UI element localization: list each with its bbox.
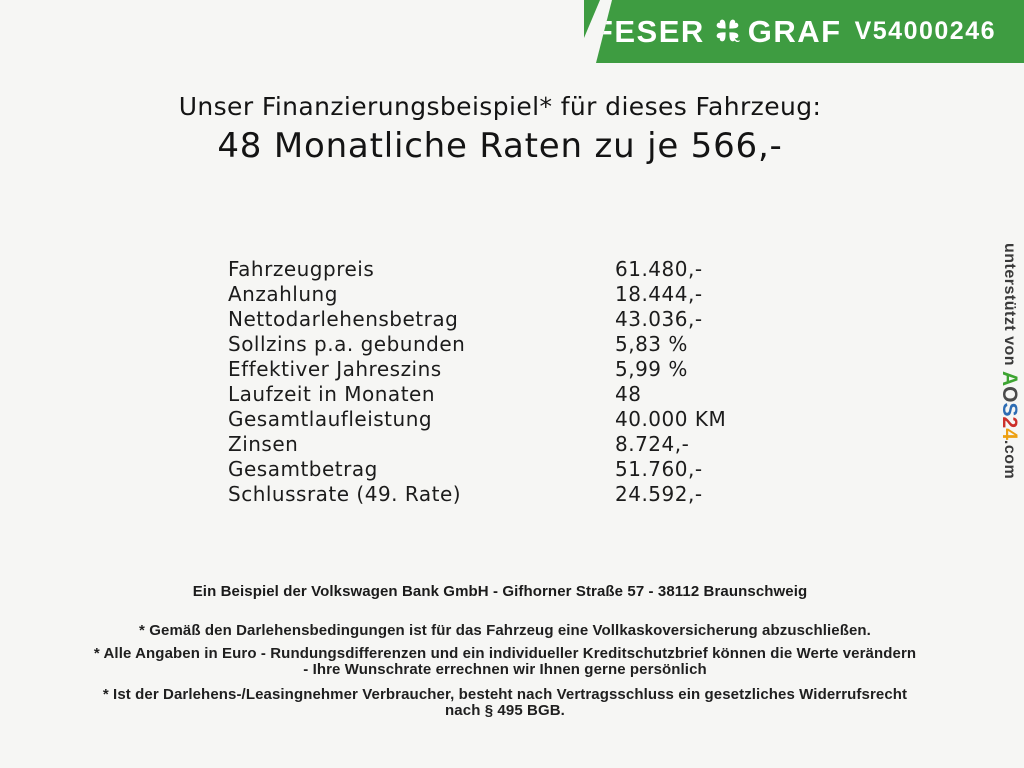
table-row-label: Fahrzeugpreis: [228, 257, 375, 281]
disclaimer-line: * Alle Angaben in Euro - Rundungsdiffere…: [93, 645, 917, 662]
table-row-value: 48: [615, 382, 642, 406]
disclaimer-line: - Ihre Wunschrate errechnen wir Ihnen ge…: [303, 661, 707, 678]
clover-icon: [714, 17, 741, 44]
aos-letter: 4: [998, 428, 1021, 440]
table-row-value: 61.480,-: [615, 257, 703, 281]
monthly-rate-heading: 48 Monatliche Raten zu je 566,-: [217, 126, 783, 166]
table-row-label: Anzahlung: [228, 282, 338, 306]
table-row-label: Nettodarlehensbetrag: [228, 307, 459, 331]
table-row-label: Laufzeit in Monaten: [228, 382, 436, 406]
finance-table: Fahrzeugpreis 61.480,- Anzahlung 18.444,- …: [228, 257, 726, 507]
brand-feser: FESER: [593, 14, 705, 49]
table-row-label: Effektiver Jahreszins: [228, 357, 442, 381]
table-row-label: Gesamtbetrag: [228, 457, 378, 481]
credit-prefix: unterstützt von: [1001, 243, 1018, 371]
supported-by-credit: unterstützt von AOS24.com: [997, 243, 1021, 533]
aos-letter: O: [998, 386, 1021, 403]
disclaimer-line: * Ist der Darlehens-/Leasingnehmer Verbr…: [102, 686, 908, 703]
table-row-value: 40.000 KM: [615, 407, 727, 431]
aos-letter: 2: [998, 416, 1021, 429]
brand-graf: GRAF: [747, 14, 842, 49]
disclaimer-line: nach § 495 BGB.: [445, 702, 565, 719]
table-row-value: 24.592,-: [615, 482, 703, 506]
vehicle-id: V54000246: [854, 17, 996, 45]
aos24-logo: AOS24: [998, 371, 1021, 440]
table-row-value: 51.760,-: [615, 457, 703, 481]
table-row-value: 18.444,-: [615, 282, 703, 306]
table-row-value: 8.724,-: [615, 432, 690, 456]
table-row-value: 5,83 %: [615, 332, 688, 356]
banner-accent-slash: [584, 0, 600, 38]
credit-suffix: .com: [1001, 439, 1018, 480]
table-row-label: Schlussrate (49. Rate): [228, 482, 462, 506]
title-block: Unser Finanzierungsbeispiel* für dieses …: [0, 92, 1000, 166]
finance-example-heading: Unser Finanzierungsbeispiel* für dieses …: [178, 92, 822, 121]
dealer-banner: FESER GRAF V54000246: [596, 0, 1024, 63]
aos-letter: A: [998, 371, 1021, 387]
table-row-value: 5,99 %: [615, 357, 688, 381]
table-row-label: Sollzins p.a. gebunden: [228, 332, 466, 356]
disclaimer-line: * Gemäß den Darlehensbedingungen ist für…: [139, 622, 871, 639]
aos-letter: S: [998, 402, 1021, 417]
disclaimer-block: * Gemäß den Darlehensbedingungen ist für…: [0, 623, 1010, 719]
table-row-label: Gesamtlaufleistung: [228, 407, 433, 431]
bank-address-line: Ein Beispiel der Volkswagen Bank GmbH - …: [192, 583, 808, 600]
table-row-value: 43.036,-: [615, 307, 703, 331]
table-row-label: Zinsen: [228, 432, 299, 456]
